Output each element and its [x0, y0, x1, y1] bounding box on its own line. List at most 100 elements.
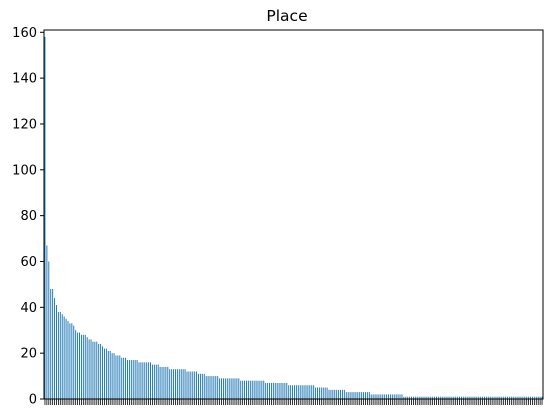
bar [115, 355, 117, 399]
bar [353, 392, 355, 399]
bar [180, 369, 182, 399]
x-axis [44, 399, 543, 405]
bar [405, 396, 407, 399]
bar [188, 371, 190, 399]
bar [524, 396, 526, 399]
bars-group [44, 36, 543, 399]
bar [368, 392, 370, 399]
bar [480, 396, 482, 399]
bar [48, 261, 50, 399]
bar [349, 392, 351, 399]
bar [317, 387, 318, 399]
bar [228, 378, 230, 399]
bar [276, 382, 278, 399]
bar [150, 362, 151, 399]
bar [491, 396, 493, 399]
bar [315, 387, 317, 399]
bar [436, 396, 437, 399]
bar [65, 318, 67, 399]
bar [117, 355, 119, 399]
bar [75, 330, 77, 399]
bar [113, 353, 115, 399]
bar [393, 394, 395, 399]
bar [487, 396, 489, 399]
bar [434, 396, 436, 399]
bar [288, 385, 290, 399]
bar [432, 396, 434, 399]
bar [209, 376, 211, 399]
bar [286, 382, 288, 399]
chart-title: Place [266, 7, 307, 25]
bar [395, 394, 397, 399]
bar [50, 288, 52, 399]
bar [142, 362, 144, 399]
bar [503, 396, 505, 399]
bar [305, 385, 307, 399]
bar [90, 339, 92, 399]
bar [61, 314, 63, 399]
bar [332, 389, 334, 399]
bar [505, 396, 507, 399]
bar [184, 369, 186, 399]
bar [493, 396, 495, 399]
bar [372, 394, 374, 399]
bar [261, 380, 263, 399]
bar [512, 396, 514, 399]
bar [240, 380, 242, 399]
bar [295, 385, 297, 399]
bar [526, 396, 528, 399]
bar [215, 376, 217, 399]
bar [44, 36, 46, 399]
bar [507, 396, 508, 399]
bar [102, 346, 104, 399]
bar [169, 369, 171, 399]
bar [341, 389, 343, 399]
bar [539, 396, 541, 399]
bar [520, 396, 522, 399]
bar [69, 323, 71, 399]
y-tick-label: 120 [12, 117, 37, 132]
bar [307, 385, 309, 399]
bar [153, 364, 155, 399]
bar [533, 396, 535, 399]
bar [382, 394, 384, 399]
bar [313, 385, 315, 399]
bar [57, 311, 59, 399]
bar [412, 396, 414, 399]
bar [459, 396, 460, 399]
y-tick-label: 80 [20, 209, 37, 224]
bar [355, 392, 357, 399]
bar [161, 366, 163, 399]
bar [269, 382, 270, 399]
bar [217, 376, 219, 399]
bar [420, 396, 422, 399]
bar [199, 373, 201, 399]
bar [280, 382, 282, 399]
bar [485, 396, 487, 399]
bar [94, 341, 96, 399]
bar [249, 380, 251, 399]
bar [59, 311, 61, 399]
bar [247, 380, 249, 399]
bar [222, 378, 224, 399]
bar [403, 396, 405, 399]
y-axis: 0 20 40 60 80 100 120 140 160 [12, 26, 44, 408]
bar [407, 396, 409, 399]
bar [46, 245, 48, 399]
bar [79, 332, 80, 399]
bar [84, 334, 86, 399]
y-tick-label: 0 [29, 393, 37, 408]
bar [221, 378, 223, 399]
bar [73, 325, 75, 399]
y-tick-label: 40 [20, 301, 37, 316]
bar [340, 389, 341, 399]
bar [255, 380, 257, 399]
bar [508, 396, 510, 399]
bar [56, 305, 57, 399]
bar [334, 389, 336, 399]
bar [159, 366, 161, 399]
bar [138, 362, 140, 399]
bar [374, 394, 376, 399]
bar [167, 366, 169, 399]
